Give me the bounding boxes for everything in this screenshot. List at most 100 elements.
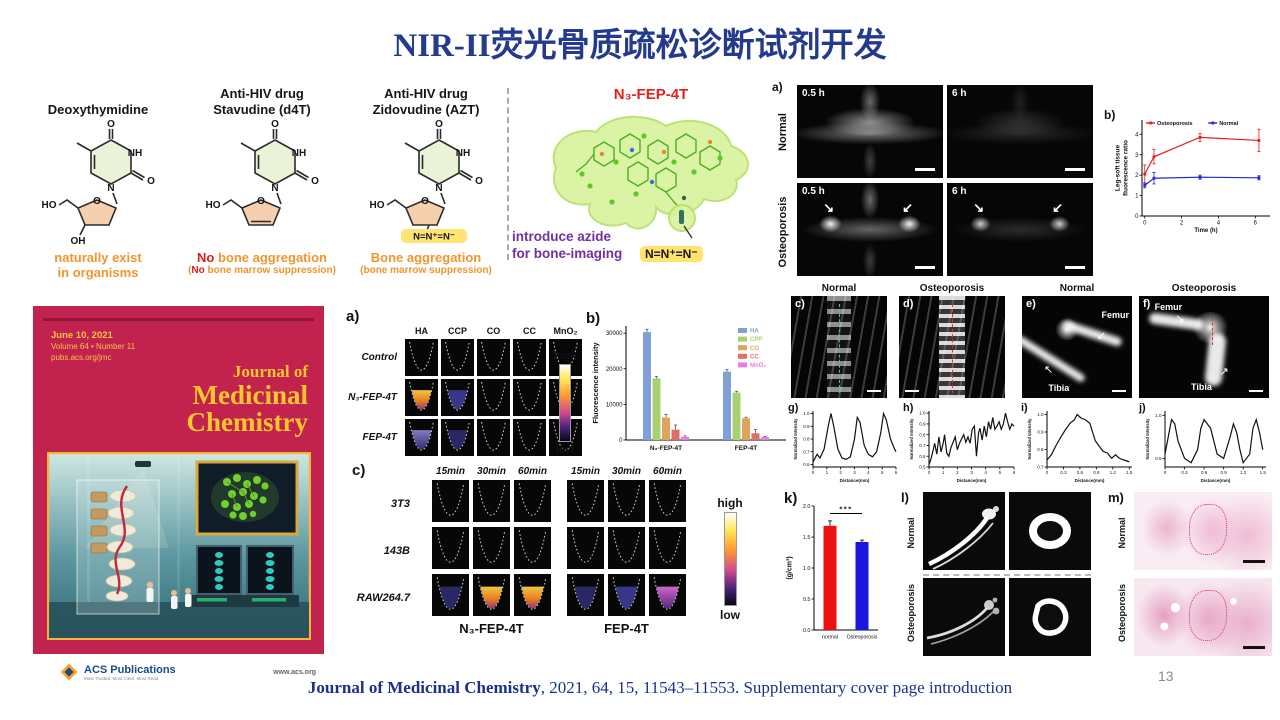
panel-letter: a)	[772, 80, 783, 94]
svg-text:O: O	[107, 120, 115, 130]
svg-text:Distance(mm): Distance(mm)	[840, 478, 870, 483]
deoxythymidine-structure-drawing: O NH O N O HO OH	[42, 120, 156, 247]
acs-logo-icon	[60, 663, 78, 681]
assay-tube-image	[518, 483, 547, 516]
assay-tube-well	[513, 419, 546, 456]
assay-tube-image	[409, 341, 434, 371]
time-column-header: 60min	[653, 466, 682, 477]
cover-issue-info: June 10, 2021 Volume 64 • Number 11 pubs…	[51, 330, 135, 363]
svg-text:1.0: 1.0	[919, 411, 926, 416]
mouse-image-osteoporosis-0-5h: 0.5 h ↘ ↙	[797, 183, 943, 276]
profile-chart-panel-g: g) 0.6 0.7 0.8 0.9 1.0 0 1 2 3 4 5 6 Distance(mm) Nor…	[788, 402, 902, 486]
svg-text:MnO₂: MnO₂	[750, 363, 766, 369]
assay-tube-image	[481, 421, 506, 451]
arrow-icon: ↘	[973, 199, 985, 215]
cover-volume: Volume 64 • Number 11	[51, 342, 136, 351]
svg-text:N: N	[271, 183, 278, 194]
svg-text:0.5: 0.5	[803, 597, 811, 603]
assay-tube-well	[608, 527, 645, 569]
ct-panel: l) Normal Osteoporosis	[893, 488, 1093, 658]
assay-tube-image	[517, 341, 542, 371]
profile-chart-panel-h: h) 0.5 0.6 0.7 0.8 0.9 1.0 0 1 2 3 4 5 6 Distance(mm)…	[903, 402, 1020, 486]
svg-text:0.7: 0.7	[1037, 465, 1044, 470]
svg-text:0.6: 0.6	[1201, 470, 1208, 475]
intensity-profile-chart: 0.5 1.0 0 0.3 0.6 0.9 1.2 1.5 Distance(mm) Normal…	[1145, 411, 1266, 483]
scale-bar	[1065, 168, 1085, 171]
assay-tube-well	[513, 339, 546, 376]
svg-text:3: 3	[1135, 153, 1139, 159]
svg-text:O: O	[421, 196, 429, 207]
row-label-osteoporosis: Osteoporosis	[777, 196, 789, 268]
stavudine-structure-drawing: O NH O N O HO	[206, 120, 319, 226]
dashed-line-overlay	[952, 304, 953, 393]
svg-text:0.6: 0.6	[803, 462, 810, 467]
structure-title: Anti-HIV drug Zidovudine (AZT)	[372, 86, 480, 117]
svg-text:Normalized Intensity: Normalized Intensity	[1145, 418, 1150, 460]
svg-text:0.9: 0.9	[803, 424, 810, 429]
assay-tube-well	[432, 527, 469, 569]
svg-text:HO: HO	[42, 200, 57, 211]
svg-text:0.9: 0.9	[919, 421, 926, 426]
svg-text:1.0: 1.0	[803, 566, 811, 572]
svg-text:0.5: 0.5	[919, 465, 926, 470]
svg-text:Leg-soft tissue: Leg-soft tissue	[1114, 145, 1121, 192]
svg-text:2: 2	[1180, 221, 1184, 227]
assay-tube-image	[518, 530, 547, 563]
svg-text:0.9: 0.9	[1221, 470, 1228, 475]
svg-text:NH: NH	[128, 148, 142, 159]
assay-tube-image	[477, 483, 506, 516]
assay-tube-image	[653, 483, 682, 516]
assay-tube-image	[653, 577, 682, 610]
svg-text:HO: HO	[206, 200, 221, 211]
svg-text:HO: HO	[370, 200, 385, 211]
assay-tube-image	[517, 381, 542, 411]
cover-url: pubs.acs.org/jmc	[51, 353, 112, 362]
svg-text:1.5: 1.5	[803, 535, 811, 541]
assay-tube-image	[436, 577, 465, 610]
row-divider	[923, 574, 1091, 576]
time-column-header: 15min	[436, 466, 465, 477]
arrow-icon: ↙	[902, 199, 914, 215]
assay-column-header: CO	[486, 326, 501, 336]
svg-text:0.8: 0.8	[1037, 447, 1044, 452]
spine-image-osteoporosis: d)	[899, 296, 1005, 398]
svg-text:0: 0	[928, 470, 931, 475]
assay-tube-well	[608, 574, 645, 616]
cover-illustration	[47, 452, 311, 640]
svg-text:4: 4	[984, 470, 987, 475]
cell-row-label: 3T3	[391, 497, 410, 510]
row-label-normal: Normal	[777, 113, 789, 151]
assay-tube-image	[436, 483, 465, 516]
svg-text:CC: CC	[750, 354, 759, 360]
assay-tube-image	[477, 530, 506, 563]
colorbar: high low	[717, 496, 743, 622]
journal-title: Journal of Medicinal Chemistry	[186, 362, 308, 437]
svg-text:1: 1	[826, 470, 829, 475]
assay-tube-image	[481, 341, 506, 371]
roi-outline	[1189, 504, 1228, 555]
structure-caption: Bone aggregation (bone marrow suppression…	[360, 250, 492, 276]
svg-text:Osteoporosis: Osteoporosis	[847, 635, 878, 641]
svg-text:2: 2	[1135, 173, 1139, 179]
time-column-header: 30min	[612, 466, 641, 477]
assay-tube-well	[567, 527, 604, 569]
arrow-icon: ↙	[1096, 329, 1107, 342]
mouse-image-normal-6h: 6 h	[947, 85, 1093, 178]
svg-text:(g/cm³): (g/cm³)	[787, 556, 794, 579]
column-header: Osteoporosis	[919, 283, 985, 294]
svg-text:Distance(mm): Distance(mm)	[1075, 478, 1105, 483]
scale-bar	[1243, 646, 1265, 649]
assay-tube-image	[571, 577, 600, 610]
leg-image-normal: e) Femur ↙ Tibia ↖	[1022, 296, 1132, 398]
svg-text:CO: CO	[750, 346, 759, 352]
svg-text:O: O	[147, 176, 155, 187]
assay-tube-image	[612, 577, 641, 610]
mineral-selectivity-panel: a) HA CCP CO CC MnO₂ Control N₃-FEP-4T FEP-4T	[338, 306, 590, 462]
azide-group-label: N=N⁺=N⁻	[640, 246, 703, 262]
assay-tube-well	[477, 419, 510, 456]
svg-text:O: O	[93, 196, 101, 207]
arrow-icon: ↙	[1052, 199, 1064, 215]
profile-chart-panel-i: i) 0.7 0.8 0.9 1.0 0 0.3 0.6 0.9 1.2 1.5 Distance(…	[1021, 402, 1138, 486]
svg-text:5: 5	[881, 470, 884, 475]
